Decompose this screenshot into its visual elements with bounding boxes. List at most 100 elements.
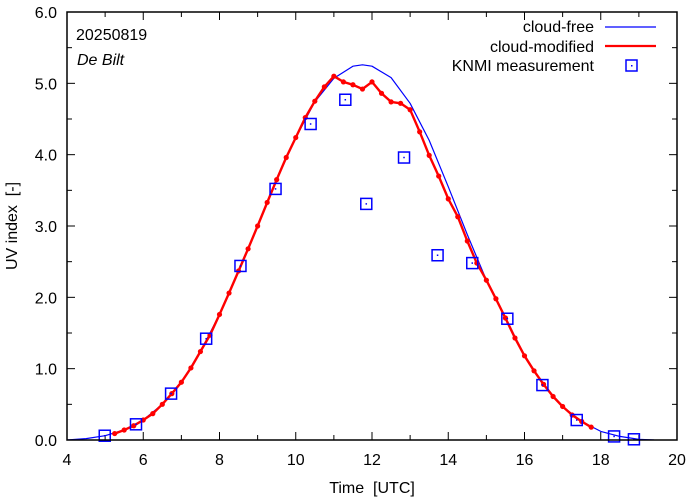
- y-tick-label: 6.0: [35, 5, 57, 22]
- point-knmi-center-dot: [575, 419, 578, 421]
- x-tick-label: 10: [287, 452, 305, 469]
- point-knmi-center-dot: [205, 337, 207, 340]
- x-tick-label: 8: [215, 452, 224, 469]
- point-knmi-center-dot: [170, 392, 172, 395]
- y-tick-label: 5.0: [35, 76, 57, 93]
- x-axis-label: Time [UTC]: [329, 480, 415, 497]
- point-cloud-modified: [264, 199, 270, 206]
- point-cloud-modified: [274, 177, 280, 183]
- point-cloud-modified: [321, 84, 327, 90]
- legend-label-cloud-free: cloud-free: [523, 19, 594, 36]
- point-cloud-modified: [417, 129, 423, 135]
- x-tick-label: 20: [668, 452, 686, 469]
- point-cloud-modified: [331, 73, 337, 79]
- point-cloud-modified: [436, 173, 442, 179]
- point-knmi-center-dot: [541, 384, 544, 386]
- point-knmi-measurement: [98, 429, 111, 442]
- point-cloud-modified: [550, 393, 556, 400]
- point-cloud-modified: [560, 403, 566, 410]
- axis-ticks: [66, 11, 678, 441]
- point-knmi-center-dot: [344, 98, 347, 101]
- point-cloud-modified: [474, 260, 480, 266]
- legend: cloud-free cloud-modified KNMI measureme…: [452, 19, 656, 75]
- x-tick-label: 4: [63, 452, 72, 469]
- point-cloud-modified: [359, 86, 366, 92]
- point-cloud-modified: [293, 134, 299, 141]
- point-knmi-measurement: [536, 378, 549, 392]
- series-line-cloud-free: [67, 64, 655, 440]
- point-knmi-measurement: [397, 151, 411, 164]
- point-cloud-modified: [312, 98, 318, 104]
- y-tick-label: 1.0: [35, 362, 57, 379]
- point-cloud-modified: [464, 238, 470, 244]
- point-cloud-modified: [178, 379, 184, 385]
- point-knmi-measurement: [234, 259, 247, 273]
- point-cloud-modified: [150, 411, 156, 417]
- x-tick-label: 14: [439, 452, 457, 469]
- point-cloud-modified: [531, 368, 537, 374]
- point-knmi-measurement: [360, 197, 373, 211]
- point-cloud-modified: [283, 154, 289, 161]
- point-knmi-center-dot: [613, 435, 615, 438]
- plot-frame: [66, 11, 678, 441]
- point-cloud-modified: [521, 353, 528, 359]
- y-tick-label: 4.0: [35, 148, 57, 165]
- point-cloud-modified: [512, 335, 518, 341]
- point-cloud-modified: [455, 214, 461, 220]
- point-knmi-center-dot: [103, 434, 106, 437]
- x-tick-label: 18: [592, 452, 610, 469]
- point-cloud-modified: [131, 423, 137, 429]
- point-knmi-measurement: [501, 312, 514, 325]
- y-tick-label: 0.0: [35, 433, 57, 450]
- series-line-cloud-modified: [114, 74, 592, 435]
- y-axis-label: UV index [-]: [4, 182, 21, 270]
- point-knmi-measurement: [466, 256, 479, 270]
- legend-label-knmi: KNMI measurement: [452, 58, 595, 75]
- point-cloud-modified: [169, 391, 175, 397]
- point-cloud-modified: [397, 100, 404, 106]
- point-cloud-modified: [588, 424, 594, 430]
- point-knmi-measurement: [607, 430, 621, 443]
- point-knmi-center-dot: [239, 265, 242, 267]
- point-knmi-measurement: [269, 182, 282, 196]
- y-tick-label: 3.0: [35, 219, 57, 236]
- point-knmi-center-dot: [309, 123, 312, 125]
- point-cloud-modified: [216, 311, 223, 318]
- point-cloud-modified: [493, 296, 499, 302]
- series-layer: [67, 64, 655, 446]
- x-tick-label: 16: [516, 452, 534, 469]
- point-cloud-modified: [121, 427, 127, 433]
- point-knmi-measurement: [339, 93, 352, 106]
- point-cloud-modified: [245, 246, 251, 252]
- point-knmi-center-dot: [135, 423, 137, 426]
- date-annotation: 20250819: [76, 27, 147, 44]
- point-cloud-modified: [483, 277, 489, 283]
- x-tick-labels: 4 6 8 10 12 14 16 18 20: [63, 452, 686, 469]
- point-cloud-modified: [378, 90, 385, 96]
- point-cloud-modified: [197, 348, 204, 355]
- point-knmi-measurement: [129, 418, 143, 431]
- y-tick-label: 2.0: [35, 290, 57, 307]
- x-tick-label: 12: [363, 452, 381, 469]
- y-tick-labels: 0.0 1.0 2.0 3.0 4.0 5.0 6.0: [35, 5, 57, 450]
- point-cloud-modified: [350, 82, 356, 88]
- point-cloud-modified: [369, 79, 375, 85]
- point-cloud-modified: [159, 401, 165, 407]
- legend-marker-knmi: [625, 59, 638, 72]
- point-knmi-measurement: [164, 387, 178, 400]
- point-knmi-center-dot: [471, 262, 474, 264]
- point-cloud-modified: [255, 223, 261, 229]
- point-cloud-modified: [226, 290, 232, 296]
- point-knmi-measurement: [199, 332, 213, 345]
- point-knmi-measurement: [570, 413, 583, 427]
- point-cloud-modified: [340, 79, 347, 85]
- point-knmi-center-dot: [403, 156, 405, 159]
- point-cloud-modified: [188, 365, 194, 371]
- point-cloud-modified: [388, 99, 394, 105]
- point-cloud-modified: [407, 107, 413, 113]
- point-cloud-modified: [426, 152, 432, 158]
- point-knmi-measurement: [304, 117, 317, 131]
- point-knmi-center-dot: [436, 254, 439, 256]
- point-knmi-center-dot: [365, 203, 368, 205]
